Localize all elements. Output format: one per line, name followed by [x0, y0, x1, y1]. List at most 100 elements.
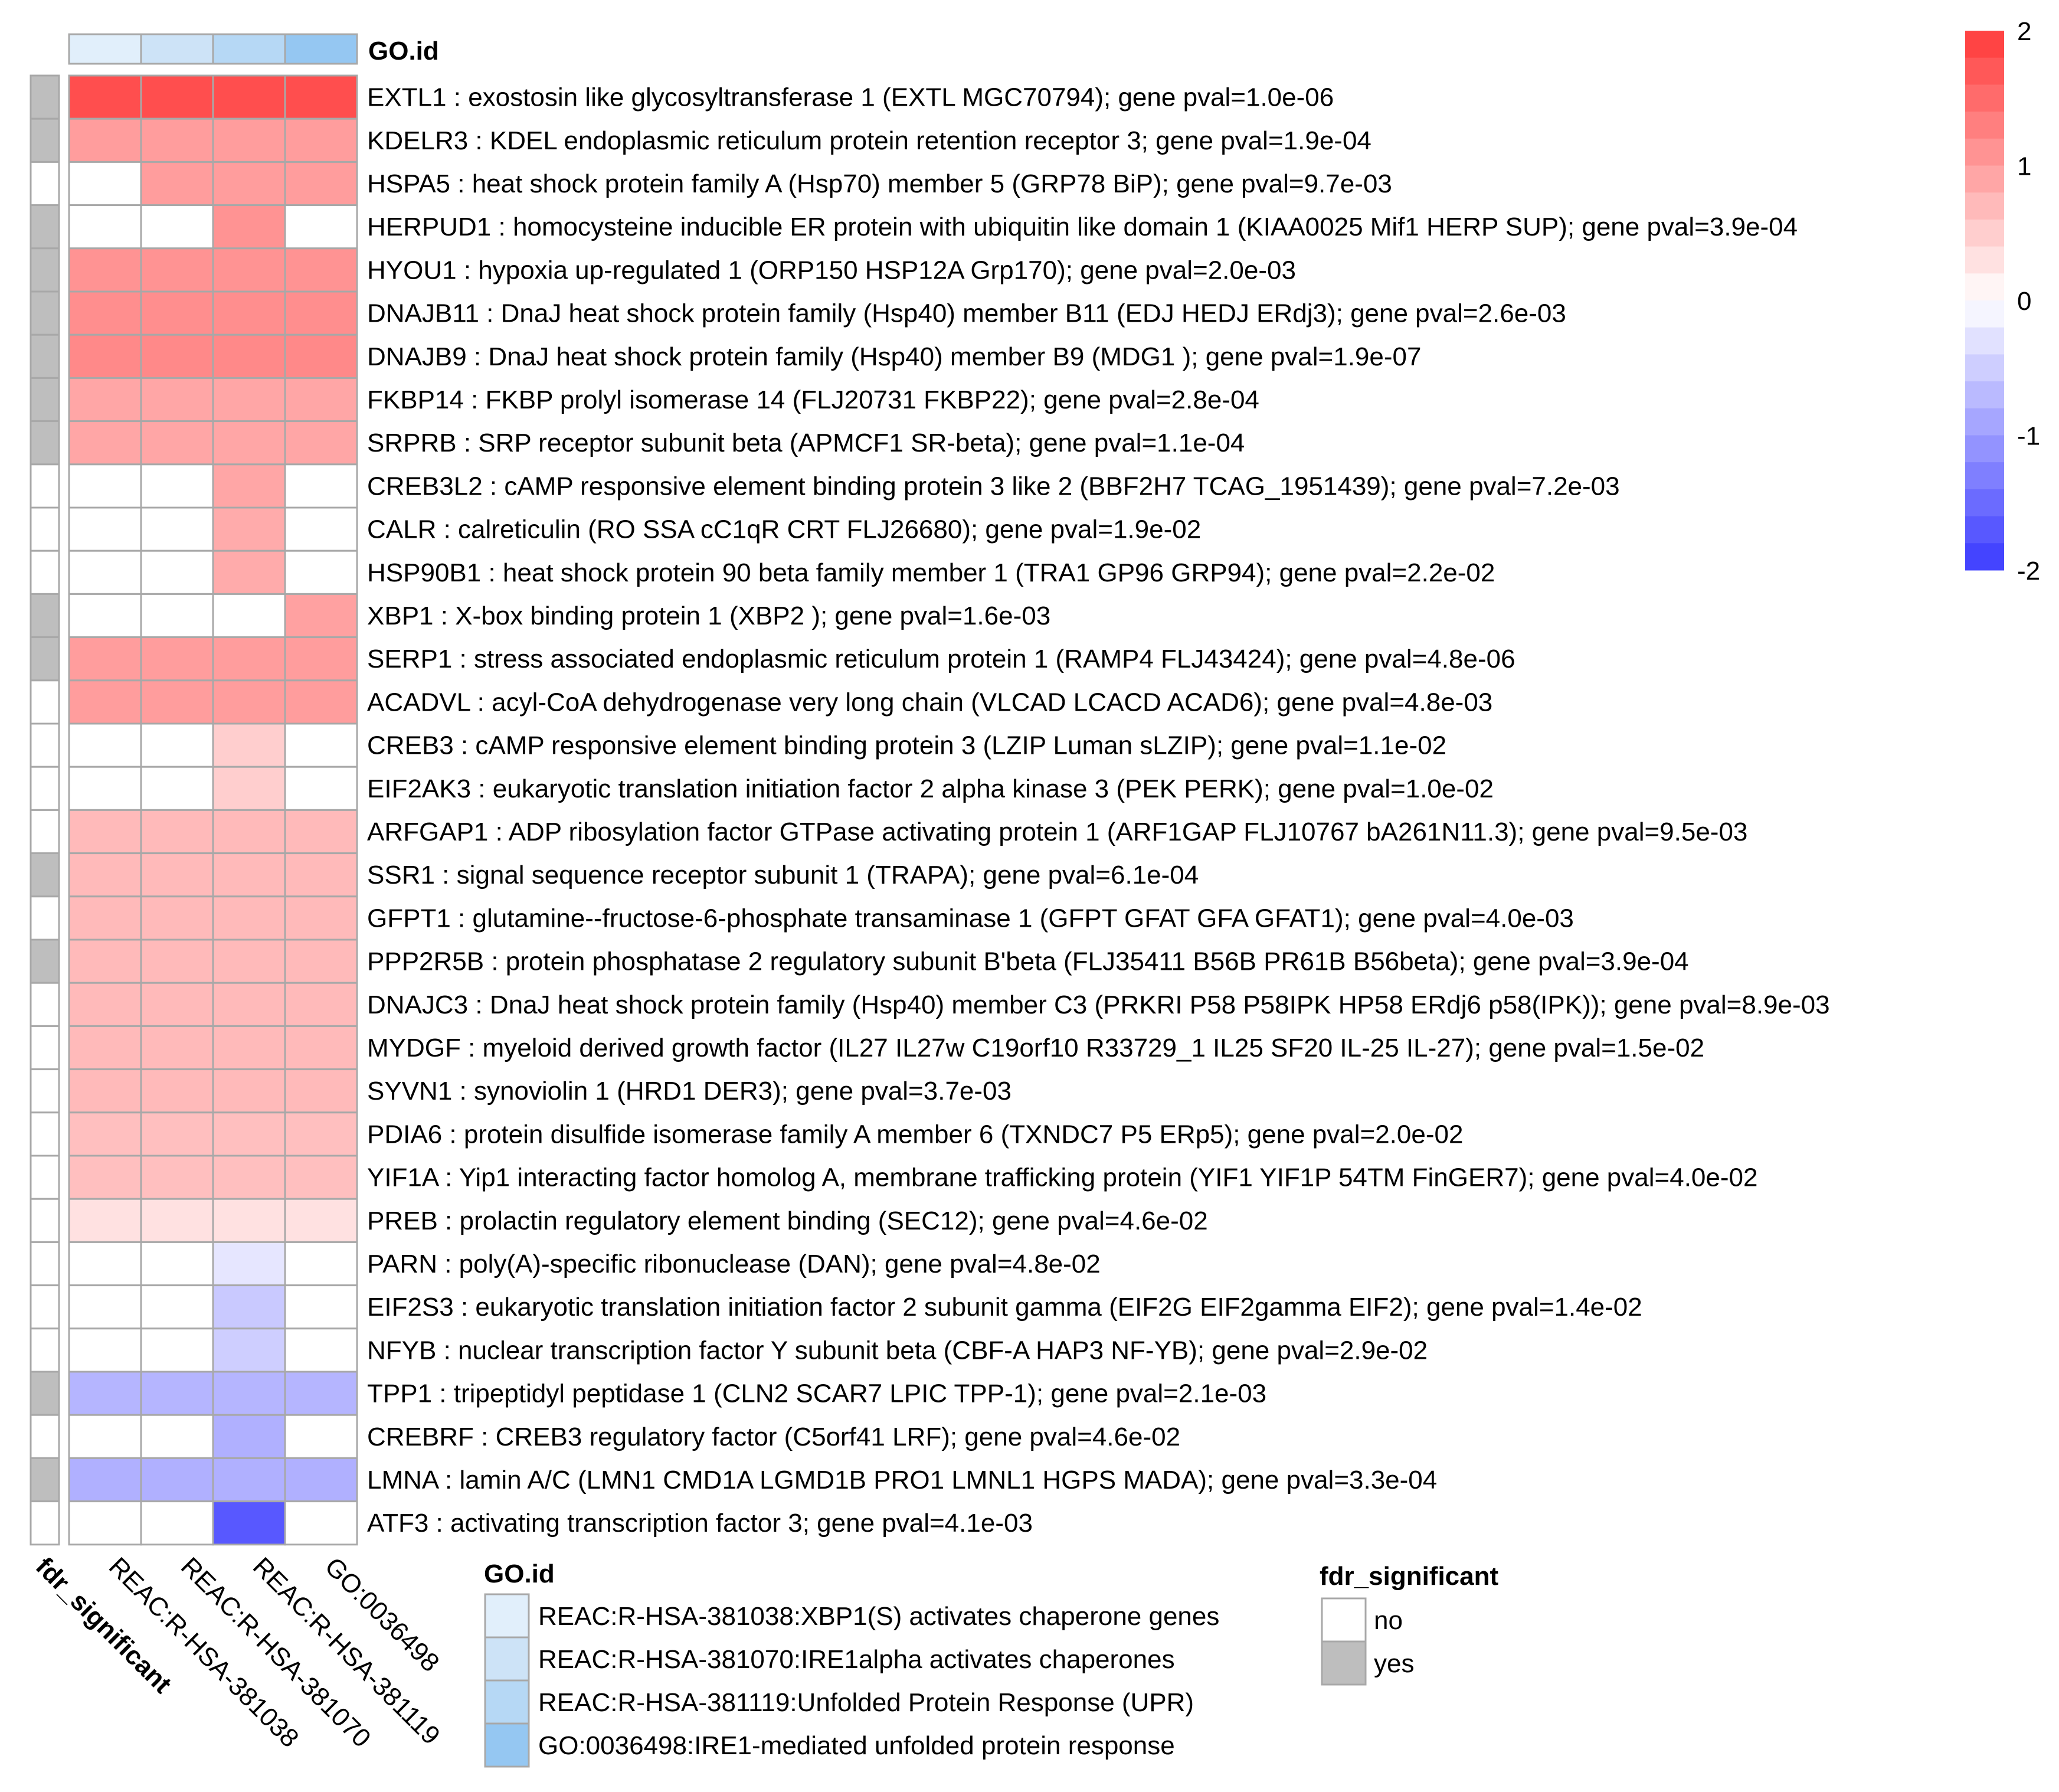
heatmap-cell: [140, 1371, 214, 1416]
color-scale-step: [1965, 246, 2004, 274]
row-label: TPP1 : tripeptidyl peptidase 1 (CLN2 SCA…: [367, 1379, 1266, 1408]
heatmap-cell: [284, 1327, 358, 1373]
color-scale-tick: 1: [2017, 152, 2031, 181]
heatmap-cell: [284, 1500, 358, 1546]
heatmap-cell: [140, 377, 214, 423]
heatmap-cell: [212, 982, 286, 1027]
heatmap-cell: [212, 1457, 286, 1503]
heatmap-cell: [284, 161, 358, 207]
heatmap-cell: [212, 550, 286, 595]
heatmap-cell: [140, 1111, 214, 1157]
fdr-cell: [30, 420, 60, 466]
color-scale-step: [1965, 219, 2004, 247]
row-label: DNAJB9 : DnaJ heat shock protein family …: [367, 342, 1421, 371]
row-label: PARN : poly(A)-specific ribonuclease (DA…: [367, 1250, 1101, 1278]
heatmap-cell: [284, 550, 358, 595]
heatmap-cell: [284, 1241, 358, 1287]
heatmap-cell: [284, 895, 358, 941]
fdr-legend: fdr_significant no yes: [1320, 1562, 1498, 1686]
row-label: EIF2AK3 : eukaryotic translation initiat…: [367, 774, 1494, 803]
fdr-legend-swatch: [1321, 1640, 1367, 1686]
heatmap-cell: [284, 420, 358, 466]
heatmap-cell: [68, 74, 142, 120]
heatmap-cell: [140, 463, 214, 509]
heatmap-cell: [284, 290, 358, 336]
heatmap-cell: [284, 506, 358, 552]
heatmap-cell: [68, 420, 142, 466]
heatmap-cell: [284, 1198, 358, 1243]
fdr-cell: [30, 1068, 60, 1114]
heatmap-cell: [68, 1500, 142, 1546]
fdr-cell: [30, 377, 60, 423]
heatmap-cell: [68, 1025, 142, 1071]
row-label: SYVN1 : synoviolin 1 (HRD1 DER3); gene p…: [367, 1077, 1012, 1106]
heatmap-cell: [68, 593, 142, 639]
heatmap-cell: [212, 766, 286, 811]
fdr-legend-swatch: [1321, 1597, 1367, 1643]
heatmap-cell: [212, 895, 286, 941]
row-label: CALR : calreticulin (RO SSA cC1qR CRT FL…: [367, 515, 1201, 544]
heatmap-cell: [68, 1198, 142, 1243]
color-scale-tick: -2: [2017, 557, 2040, 586]
heatmap-cell: [284, 117, 358, 163]
heatmap-cell: [284, 1371, 358, 1416]
row-label: SSR1 : signal sequence receptor subunit …: [367, 861, 1199, 890]
heatmap-cell: [140, 766, 214, 811]
heatmap-cell: [68, 333, 142, 379]
heatmap-cell: [284, 766, 358, 811]
heatmap-cells: [68, 74, 358, 1546]
fdr-cell: [30, 1155, 60, 1200]
color-scale-step: [1965, 462, 2004, 490]
heatmap-cell: [140, 938, 214, 984]
fdr-cell: [30, 117, 60, 163]
fdr-cell: [30, 722, 60, 768]
fdr-cell: [30, 636, 60, 682]
heatmap-cell: [212, 1414, 286, 1459]
goid-legend-swatch: [484, 1722, 530, 1768]
heatmap-cell: [212, 1025, 286, 1071]
fdr-cell: [30, 1414, 60, 1459]
color-scale-step: [1965, 408, 2004, 436]
row-label: DNAJB11 : DnaJ heat shock protein family…: [367, 299, 1566, 328]
heatmap-cell: [140, 247, 214, 293]
heatmap-cell: [140, 679, 214, 725]
heatmap-cell: [140, 809, 214, 855]
heatmap-cell: [68, 852, 142, 898]
heatmap-cell: [284, 1111, 358, 1157]
heatmap-cell: [284, 938, 358, 984]
heatmap-cell: [212, 809, 286, 855]
fdr-cell: [30, 1327, 60, 1373]
heatmap-cell: [212, 1068, 286, 1114]
row-label: LMNA : lamin A/C (LMN1 CMD1A LGMD1B PRO1…: [367, 1466, 1437, 1495]
fdr-cell: [30, 1025, 60, 1071]
heatmap-cell: [284, 679, 358, 725]
heatmap-cell: [212, 161, 286, 207]
row-label: HYOU1 : hypoxia up-regulated 1 (ORP150 H…: [367, 256, 1296, 285]
row-label: FKBP14 : FKBP prolyl isomerase 14 (FLJ20…: [367, 385, 1259, 414]
heatmap-cell: [212, 204, 286, 250]
fdr-cell: [30, 593, 60, 639]
row-label: ATF3 : activating transcription factor 3…: [367, 1509, 1033, 1538]
fdr-legend-title: fdr_significant: [1320, 1562, 1498, 1591]
heatmap-cell: [212, 74, 286, 120]
heatmap-cell: [212, 593, 286, 639]
heatmap-cell: [212, 722, 286, 768]
fdr-cell: [30, 161, 60, 207]
heatmap-cell: [284, 247, 358, 293]
fdr-cell: [30, 1500, 60, 1546]
fdr-cell: [30, 74, 60, 120]
heatmap-cell: [212, 1284, 286, 1330]
fdr-cell: [30, 550, 60, 595]
heatmap-cell: [212, 117, 286, 163]
heatmap-cell: [68, 550, 142, 595]
row-label: DNAJC3 : DnaJ heat shock protein family …: [367, 990, 1830, 1019]
fdr-legend-label: no: [1374, 1606, 1403, 1635]
heatmap-cell: [140, 1500, 214, 1546]
goid-legend-label: REAC:R-HSA-381070:IRE1alpha activates ch…: [538, 1645, 1175, 1674]
heatmap-cell: [68, 1414, 142, 1459]
fdr-cell: [30, 463, 60, 509]
column-label-fdr: fdr_significant: [30, 1552, 177, 1699]
heatmap-cell: [68, 1371, 142, 1416]
heatmap-cell: [212, 1198, 286, 1243]
goid-legend-label: GO:0036498:IRE1-mediated unfolded protei…: [538, 1731, 1175, 1760]
